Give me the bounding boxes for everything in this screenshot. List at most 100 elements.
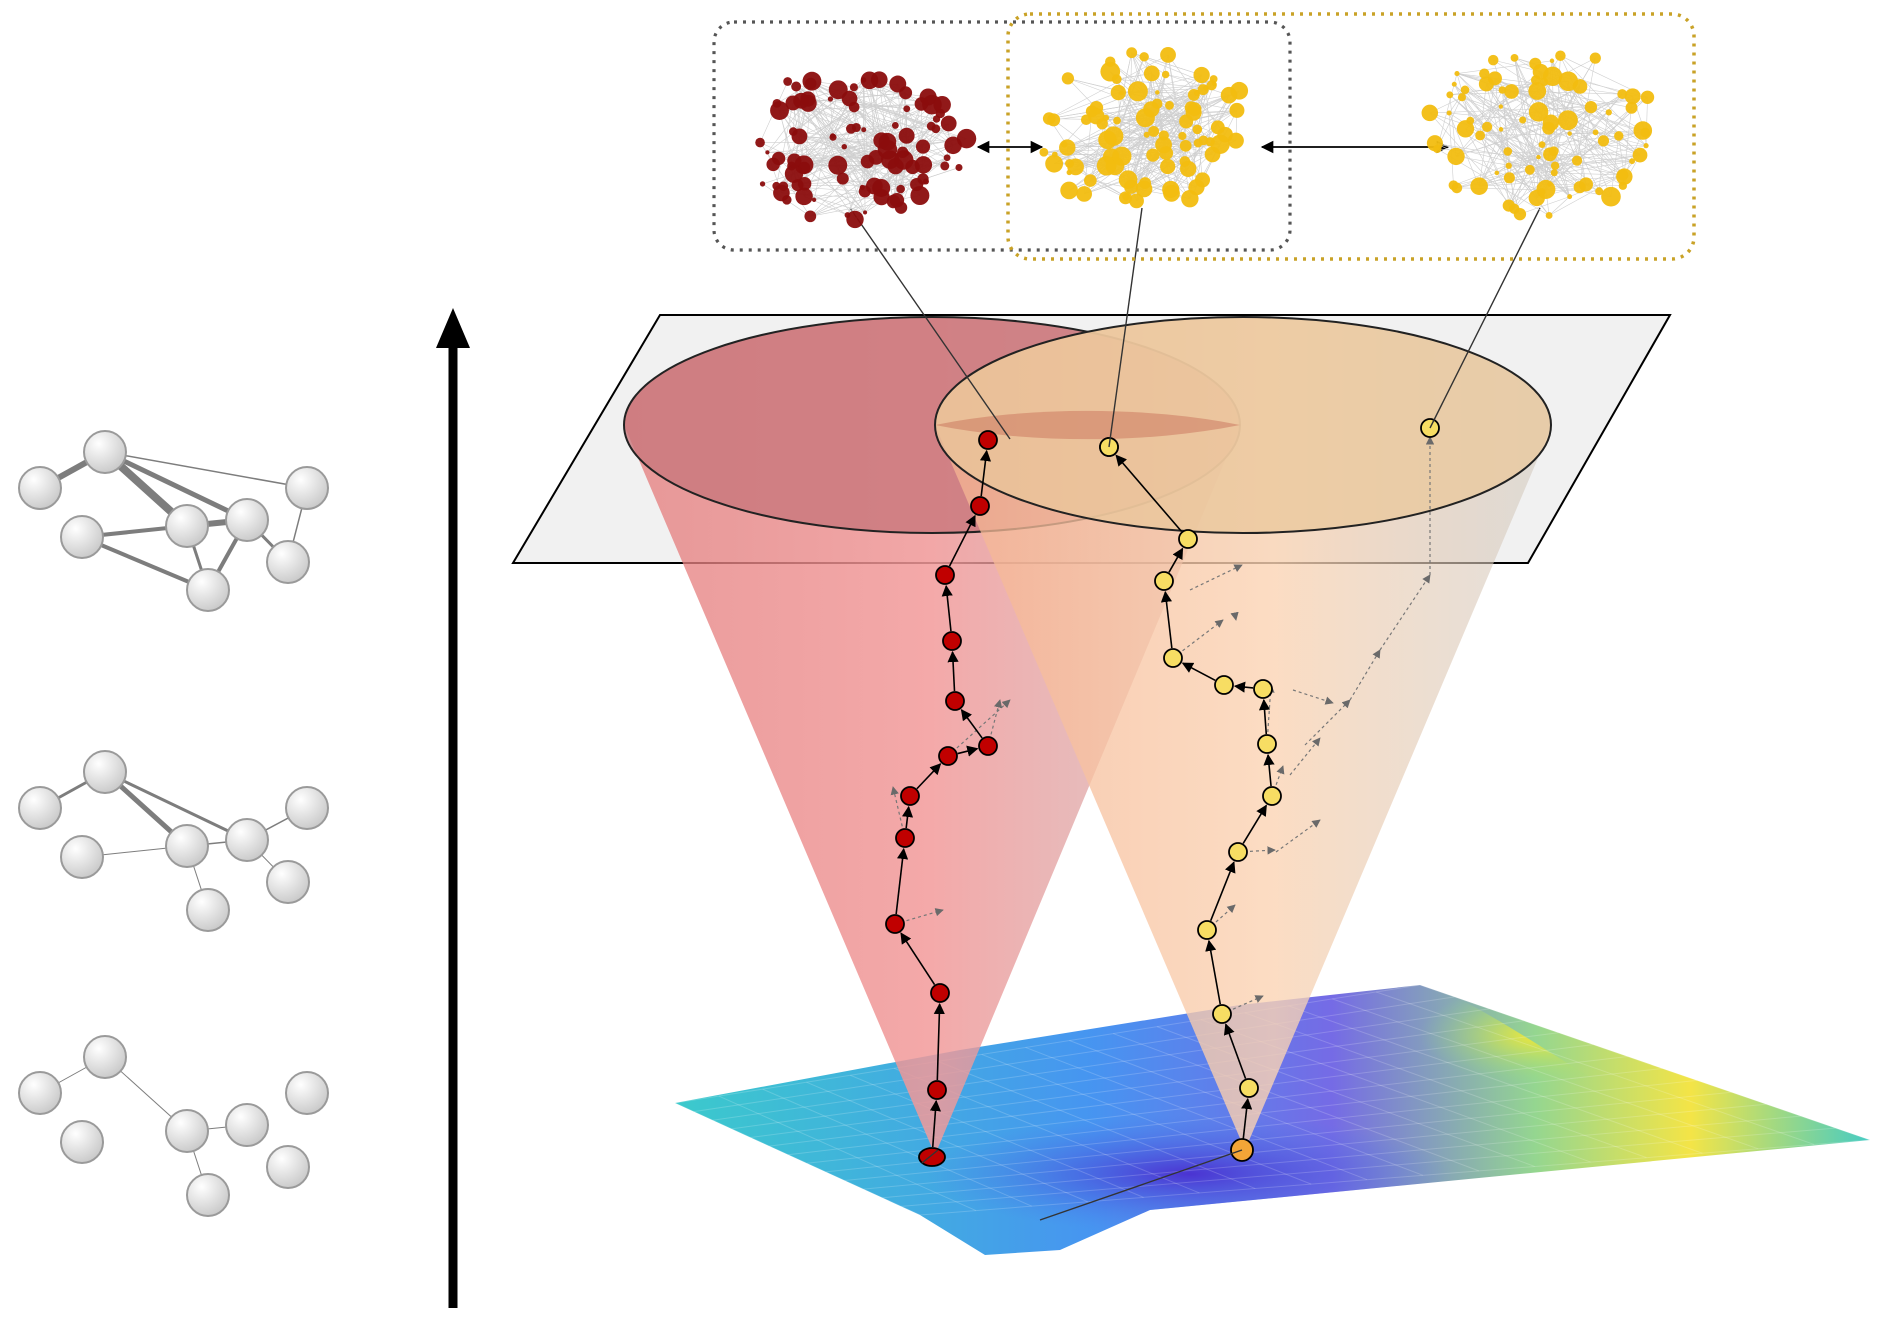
- red-walk-node: [927, 1080, 947, 1100]
- network-node: [1550, 161, 1560, 170]
- network-edge: [1543, 81, 1547, 190]
- landscape-gridline: [1244, 1012, 1647, 1159]
- network-node: [791, 81, 802, 92]
- network-node: [1498, 104, 1504, 109]
- network-node: [799, 94, 817, 112]
- side-graph: [18, 750, 329, 932]
- network-node: [1558, 71, 1579, 92]
- red-walk-node: [978, 736, 998, 756]
- network-edge: [1478, 78, 1496, 187]
- network-edge: [1125, 78, 1214, 198]
- network-node: [1088, 107, 1105, 125]
- network-node: [1530, 75, 1541, 86]
- network-node: [897, 146, 909, 158]
- network-node: [1118, 170, 1138, 189]
- network-node: [1460, 85, 1470, 95]
- network-node: [1160, 47, 1176, 63]
- network-edge: [1049, 92, 1119, 119]
- network-edge: [1548, 196, 1570, 216]
- network-edge: [1049, 94, 1194, 119]
- gold-group-box: [1006, 12, 1696, 261]
- walk-edge: [1241, 1097, 1253, 1141]
- network-node: [1111, 74, 1122, 85]
- network-edge: [1486, 83, 1510, 178]
- network-node: [940, 115, 957, 132]
- network-edge: [767, 138, 967, 153]
- network-node: [955, 164, 963, 172]
- network-node: [1504, 84, 1519, 99]
- network-node: [1503, 172, 1515, 184]
- walk-edge: [957, 745, 979, 757]
- network-edge: [1554, 165, 1570, 197]
- network-node: [1185, 104, 1202, 121]
- red-walk-node: [895, 828, 915, 848]
- network-node: [1160, 158, 1176, 175]
- network-node: [1103, 126, 1124, 146]
- network-node: [1193, 66, 1210, 84]
- network-node: [1592, 129, 1599, 136]
- network-dark-red: [755, 71, 977, 229]
- network-node: [1059, 139, 1076, 156]
- network-edge: [1536, 86, 1581, 199]
- network-node: [1584, 100, 1598, 114]
- network-node: [1139, 52, 1149, 62]
- network-node: [848, 101, 860, 113]
- network-node: [1542, 114, 1560, 131]
- landscape-gridline: [919, 1139, 1871, 1216]
- landscape-gridline: [1288, 1005, 1703, 1154]
- network-edge: [1110, 71, 1221, 145]
- network-edge: [1165, 74, 1215, 85]
- network-node: [787, 153, 802, 168]
- network-edge: [1064, 144, 1213, 155]
- side-graph-node: [186, 1173, 230, 1217]
- yellow-walk-node: [1214, 675, 1234, 695]
- network-edge: [1590, 106, 1647, 146]
- network-edge: [1197, 129, 1203, 180]
- network-node: [770, 101, 789, 120]
- walk-edge: [895, 847, 909, 915]
- network-edge: [1143, 141, 1211, 190]
- walk-edge: [933, 1002, 945, 1081]
- side-graph-edge: [81, 535, 209, 592]
- network-node: [1102, 114, 1110, 122]
- network-node: [940, 161, 950, 171]
- network-edge: [1069, 85, 1212, 173]
- landscape-gridline: [769, 1044, 1594, 1147]
- red-walk-node: [945, 691, 965, 711]
- side-graph: [18, 430, 329, 612]
- network-edge: [1453, 84, 1521, 215]
- walk-edge: [1258, 698, 1271, 735]
- network-node: [1475, 130, 1486, 141]
- network-edge: [1567, 81, 1587, 185]
- network-node: [860, 77, 867, 83]
- network-node: [1538, 141, 1546, 149]
- network-node: [922, 94, 942, 115]
- branch-edge: [1304, 699, 1351, 746]
- walk-edge: [916, 763, 942, 790]
- landscape-gridline: [850, 1074, 1144, 1198]
- network-node: [1487, 54, 1499, 66]
- network-node: [1614, 131, 1624, 141]
- network-node: [1163, 184, 1180, 202]
- network-edge: [1553, 151, 1570, 197]
- network-node: [1229, 102, 1245, 118]
- network-edge: [1205, 88, 1211, 142]
- side-graph-edge: [104, 770, 248, 842]
- network-node: [1112, 146, 1132, 166]
- network-node: [1509, 203, 1520, 214]
- network-node: [755, 137, 765, 148]
- network-edge: [1603, 107, 1632, 142]
- red-walk-node: [935, 565, 955, 585]
- landscape-gridline: [762, 1088, 1032, 1207]
- network-node: [1210, 120, 1225, 135]
- landscape-gridline: [937, 1060, 1256, 1189]
- network-node: [1503, 147, 1513, 156]
- network-node: [797, 176, 812, 191]
- network-edge: [1554, 93, 1623, 173]
- side-graph-node: [18, 466, 62, 510]
- network-node: [1155, 90, 1160, 95]
- network-node: [1220, 86, 1238, 104]
- red-walk-node: [970, 496, 990, 516]
- network-node: [889, 75, 907, 93]
- network-node: [1421, 104, 1439, 122]
